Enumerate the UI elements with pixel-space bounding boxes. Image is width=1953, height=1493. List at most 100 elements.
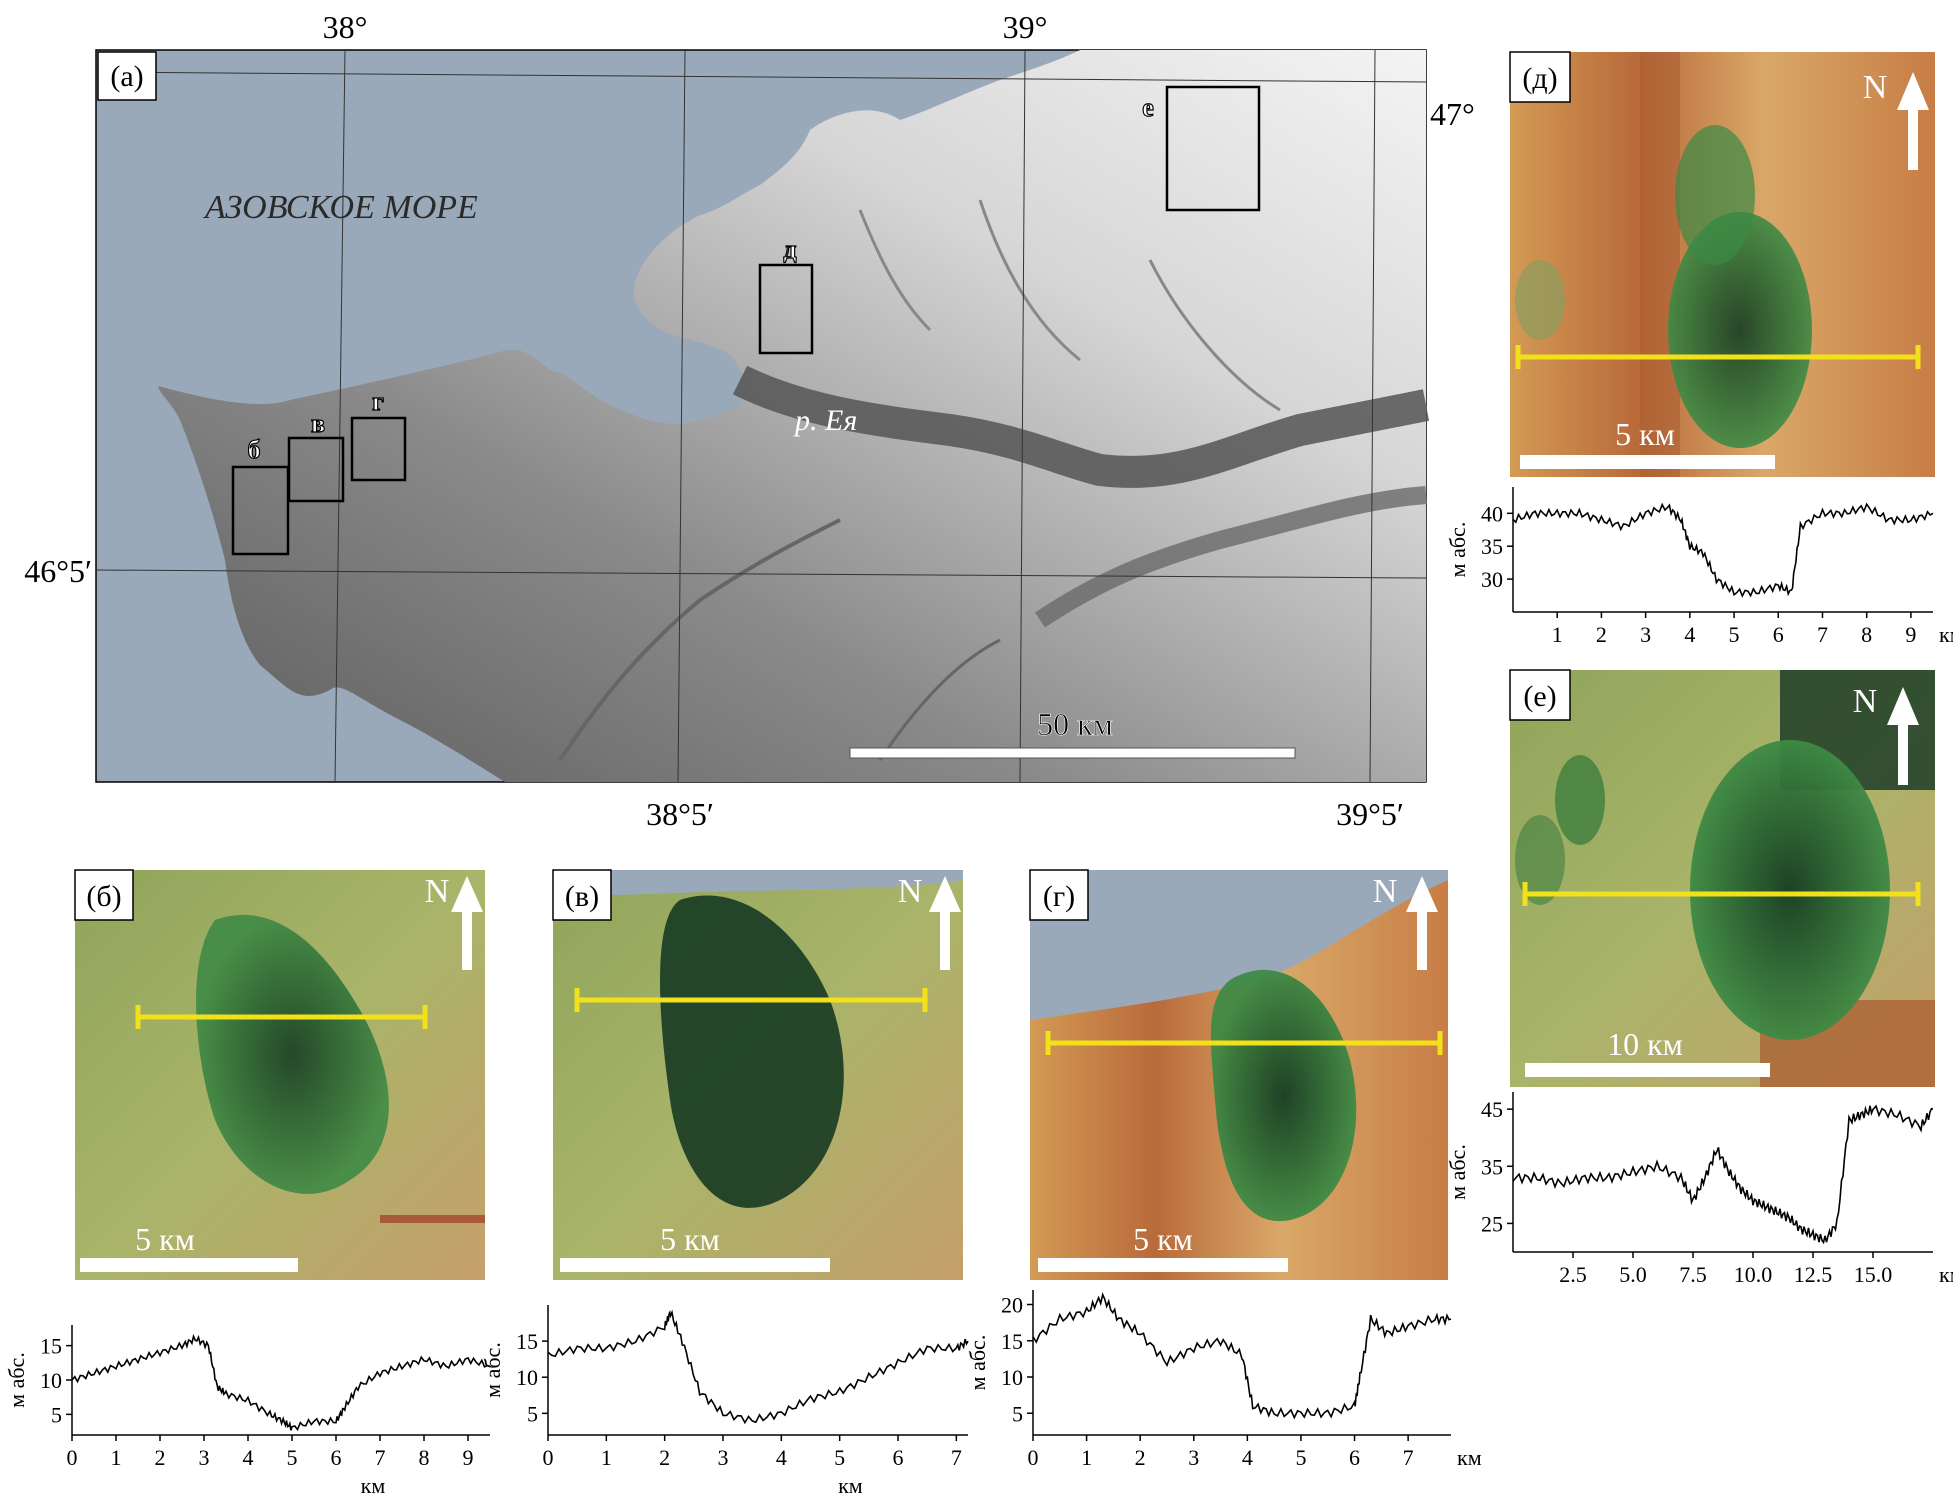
scale-bar-d — [1520, 455, 1775, 469]
scale-label-d: 5 км — [1615, 416, 1675, 452]
box-v[interactable] — [287, 436, 345, 503]
x-tick-label: 2 — [659, 1445, 670, 1470]
y-axis-label: м абс. — [4, 1352, 29, 1408]
x-tick-label: 9 — [1905, 622, 1916, 647]
coord-bottom-39-5: 39°5′ — [1336, 796, 1404, 832]
x-tick-label: 15.0 — [1854, 1262, 1893, 1287]
profile-line-г — [1032, 1292, 1452, 1420]
scale-bar-b — [80, 1258, 298, 1272]
inset-e: (е) N 10 км — [1509, 669, 1935, 1087]
main-map: б в г д е (а) АЗОВСКОЕ МОРЕ р. Ея 50 км … — [24, 9, 1475, 832]
box-d[interactable] — [758, 263, 814, 355]
scale-label-b: 5 км — [135, 1221, 195, 1257]
river-channel — [558, 518, 841, 762]
inset-d-basin[interactable] — [1668, 212, 1812, 448]
y-tick-label: 10 — [40, 1368, 62, 1393]
panel-label-g: (г) — [1043, 880, 1075, 913]
x-tick-label: 4 — [776, 1445, 787, 1470]
y-tick-label: 5 — [1012, 1401, 1023, 1426]
inset-d-small-basin — [1515, 260, 1565, 340]
panel-label-box-e — [1509, 669, 1571, 721]
x-tick-label: 3 — [718, 1445, 729, 1470]
x-tick-label: 0 — [1028, 1445, 1039, 1470]
y-tick-label: 5 — [51, 1402, 62, 1427]
box-label-g: г — [372, 387, 384, 416]
parallel-47 — [95, 71, 1427, 83]
x-tick-label: 6 — [331, 1445, 342, 1470]
panel-label-d: (д) — [1522, 62, 1557, 95]
y-tick-label: 35 — [1481, 534, 1503, 559]
box-b[interactable] — [231, 465, 290, 556]
inset-v-sea — [553, 870, 963, 897]
x-tick-label: 1 — [1081, 1445, 1092, 1470]
river-valley-eya — [732, 365, 1430, 488]
inset-b-basin[interactable] — [196, 914, 389, 1194]
y-tick-label: 10 — [516, 1365, 538, 1390]
scale-bar-v — [560, 1258, 830, 1272]
profile-line-д — [1512, 502, 1934, 598]
panel-label-box-a — [97, 51, 157, 101]
panel-label-box-d — [1509, 51, 1571, 103]
x-tick-label: 10.0 — [1734, 1262, 1773, 1287]
north-arrow-icon — [929, 876, 961, 970]
inset-g-basin[interactable] — [1210, 969, 1357, 1222]
river-channel — [978, 199, 1081, 362]
profile-line-в — [547, 1309, 969, 1425]
x-tick-label: 2 — [1135, 1445, 1146, 1470]
inset-v: (в) N 5 км — [552, 869, 963, 1280]
box-g[interactable] — [350, 416, 407, 482]
x-tick-label: 4 — [1242, 1445, 1253, 1470]
panel-label-e: (е) — [1523, 680, 1556, 713]
river-channel — [1148, 259, 1281, 412]
inset-e-basin[interactable] — [1690, 740, 1890, 1040]
panel-label-v: (в) — [565, 880, 599, 913]
x-tick-label: 3 — [1640, 622, 1651, 647]
y-tick-label: 20 — [1001, 1293, 1023, 1318]
river-channel — [878, 638, 1001, 761]
meridian-38-5 — [677, 49, 686, 783]
x-tick-label: 6 — [893, 1445, 904, 1470]
scale-bar-g — [1038, 1258, 1288, 1272]
x-tick-label: 4 — [243, 1445, 254, 1470]
scale-bar-main — [849, 747, 1296, 759]
profile-chart-2: 5 10 15 20 0 1 2 3 4 5 6 7 км м абс. — [965, 1290, 1482, 1470]
coord-left-46-5: 46°5′ — [24, 553, 92, 589]
x-tick-label: 5.0 — [1619, 1262, 1647, 1287]
x-tick-label: 7.5 — [1679, 1262, 1707, 1287]
x-tick-label: 0 — [543, 1445, 554, 1470]
scale-label-g: 5 км — [1133, 1221, 1193, 1257]
y-tick-label: 10 — [1001, 1365, 1023, 1390]
river-valley-south — [1035, 486, 1427, 628]
panel-label-box-g — [1029, 869, 1089, 921]
x-tick-label: 3 — [199, 1445, 210, 1470]
x-tick-label: 8 — [1861, 622, 1872, 647]
inset-v-basin[interactable] — [660, 895, 844, 1208]
panel-label-b: (б) — [86, 880, 121, 913]
x-tick-label: 12.5 — [1794, 1262, 1833, 1287]
north-arrow-icon — [1897, 72, 1929, 170]
coord-top-38: 38° — [323, 9, 368, 45]
box-label-d: д — [783, 235, 796, 264]
meridian-39-5 — [1369, 49, 1376, 783]
y-axis-label: м абс. — [1445, 522, 1470, 578]
y-tick-label: 35 — [1481, 1154, 1503, 1179]
y-tick-label: 30 — [1481, 567, 1503, 592]
x-tick-label: 1 — [1552, 622, 1563, 647]
x-tick-label: 7 — [1403, 1445, 1414, 1470]
y-tick-label: 25 — [1481, 1211, 1503, 1236]
x-axis-label: км — [838, 1473, 863, 1493]
x-tick-label: 6 — [1349, 1445, 1360, 1470]
y-axis-label: м абс. — [1445, 1144, 1470, 1200]
x-tick-label: 5 — [1295, 1445, 1306, 1470]
north-arrow-icon — [1887, 687, 1919, 785]
north-label-d: N — [1863, 69, 1888, 106]
river-channel — [858, 209, 932, 332]
inset-d-basin-top — [1675, 125, 1755, 265]
north-label-b: N — [425, 873, 450, 910]
north-arrow-icon — [1406, 876, 1438, 970]
box-e[interactable] — [1165, 85, 1261, 212]
scale-label-main: 50 км — [1037, 706, 1113, 742]
panel-label-a: (а) — [110, 60, 143, 93]
y-tick-label: 15 — [516, 1329, 538, 1354]
